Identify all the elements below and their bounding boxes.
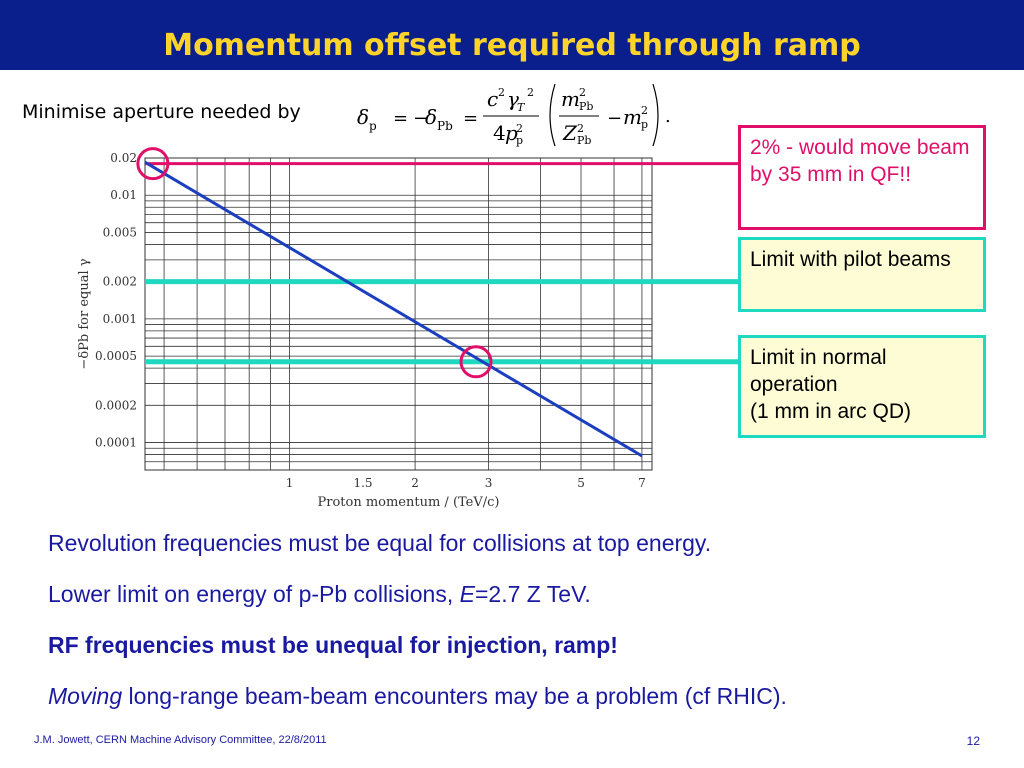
svg-text:2: 2 [527,86,534,99]
y-tick-label: 0.02 [110,151,137,165]
svg-text:p: p [369,119,377,133]
bullet-4-tail: long-range beam-beam encounters may be a… [122,683,787,709]
svg-text:m: m [623,105,642,129]
x-tick-label: 5 [577,476,585,490]
y-axis-label: −δPb for equal γ [77,258,92,369]
y-tick-label: 0.0001 [95,436,137,450]
highlight-circle [459,345,493,379]
svg-text:4: 4 [493,121,506,145]
x-tick-label: 1.5 [353,476,372,490]
bullet-4-italic: Moving [48,683,123,709]
bullet-4: Moving long-range beam-beam encounters m… [48,683,787,710]
page-number: 12 [966,734,980,748]
bullet-2-italic: E [459,581,475,607]
x-tick-label: 2 [411,476,419,490]
slide-title: Momentum offset required through ramp [163,28,861,63]
svg-text:2: 2 [579,86,586,99]
momentum-offset-chart: 1 1.5 2 3 5 7 0.02 0.01 0.005 0.002 0.001 0.0005 0.0… [77,147,738,510]
callout-normal-operation: Limit in normal operation (1 mm in arc Q… [738,335,986,438]
svg-text:p: p [641,118,648,131]
callout-normal-operation-line1: Limit in normal operation [750,346,887,396]
svg-text:Pb: Pb [437,119,453,133]
y-tick-label: 0.005 [103,225,137,239]
x-tick-label: 1 [286,476,294,490]
x-tick-label: 3 [485,476,493,490]
svg-text:T: T [517,101,526,114]
y-tick-label: 0.01 [110,188,137,202]
svg-text:2: 2 [577,122,584,135]
x-axis-label: Proton momentum / (TeV/c) [317,495,499,510]
svg-text:Pb: Pb [579,100,593,113]
y-tick-label: 0.002 [103,275,137,289]
svg-text:2: 2 [516,122,523,135]
svg-text:Z: Z [562,121,578,145]
bullet-1: Revolution frequencies must be equal for… [48,530,712,556]
y-tick-label: 0.0005 [95,349,137,363]
svg-text:=: = [463,108,478,129]
bullet-2: Lower limit on energy of p-Pb collisions… [48,581,591,608]
lead-text: Minimise aperture needed by [22,101,301,123]
data-series-line [144,160,643,458]
bullet-3: RF frequencies must be unequal for injec… [48,632,618,658]
footer-credit: J.M. Jowett, CERN Machine Advisory Commi… [34,734,327,746]
svg-text:c: c [487,87,498,111]
svg-text:−: − [413,108,428,129]
x-tick-label: 7 [638,476,646,490]
bullet-2-tail: =2.7 Z TeV. [474,581,591,607]
svg-text:p: p [516,134,523,147]
callout-normal-operation-line2: (1 mm in arc QD) [750,400,912,423]
svg-text:δ: δ [357,105,369,129]
title-bar [0,0,1024,70]
svg-text:γ: γ [507,87,519,111]
svg-text:p: p [505,121,518,145]
svg-text:m: m [561,87,580,111]
plot-area [144,157,653,471]
svg-text:2: 2 [498,86,505,99]
y-tick-label: 0.0002 [95,398,137,412]
svg-text:−: − [607,108,622,129]
svg-text:2: 2 [641,104,648,117]
svg-text:=: = [393,108,408,129]
callout-pilot-beams: Limit with pilot beams [738,237,986,312]
svg-text:Pb: Pb [577,134,591,147]
y-tick-label: 0.001 [103,312,137,326]
svg-text:.: . [665,106,671,127]
highlight-circle [136,147,170,181]
svg-text:δ: δ [425,105,437,129]
momentum-formula: δ p = − δ Pb = c 2 γ T 2 4 p 2 p m 2 Pb … [357,83,671,147]
callout-2-percent: 2% - would move beam by 35 mm in QF!! [738,125,986,230]
bullet-2-text: Lower limit on energy of p-Pb collisions… [48,581,460,607]
